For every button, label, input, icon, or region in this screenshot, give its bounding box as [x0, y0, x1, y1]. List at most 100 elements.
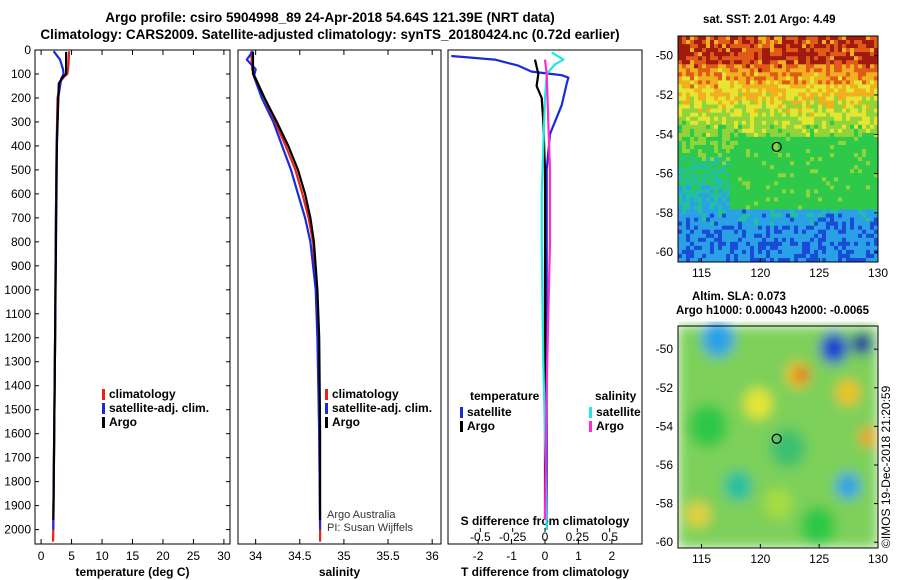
- salinity-x-tick-label: 35: [337, 549, 351, 563]
- temperature-x-tick-label: 15: [126, 549, 140, 563]
- longitude-tick-label: 120: [750, 552, 770, 566]
- depth-tick-label: 100: [11, 67, 31, 81]
- longitude-tick-label: 115: [692, 266, 711, 280]
- legend-title-salinity: salinity: [595, 389, 637, 403]
- top-tick-label: -0.5: [470, 530, 491, 544]
- depth-tick-label: 200: [11, 91, 31, 105]
- top-tick-label: 0.5: [601, 530, 618, 544]
- depth-tick-label: 1800: [4, 475, 31, 489]
- depth-tick-label: 1700: [4, 451, 31, 465]
- sst-field: [678, 36, 879, 263]
- latitude-tick-label: -60: [656, 535, 674, 549]
- latitude-tick-label: -52: [656, 381, 674, 395]
- top-tick-label: -0.25: [499, 530, 527, 544]
- top-axis-label: S difference from climatology: [461, 514, 630, 528]
- sla-field: [678, 321, 878, 548]
- longitude-tick-label: 115: [692, 552, 711, 566]
- argo-position-marker: [771, 141, 782, 152]
- legend-label: climatology: [109, 387, 176, 401]
- legend-swatch: [102, 403, 105, 414]
- salinity-x-tick-label: 34.5: [288, 549, 312, 563]
- depth-tick-label: 1000: [4, 283, 31, 297]
- sst-map-title: sat. SST: 2.01 Argo: 4.49: [703, 14, 836, 26]
- temperature-x-tick-label: 25: [187, 549, 201, 563]
- depth-tick-label: 600: [11, 187, 31, 201]
- legend-swatch: [589, 407, 592, 418]
- temperature-x-tick-label: 0: [38, 549, 45, 563]
- legend-label: satellite: [467, 405, 512, 419]
- depth-tick-label: 1300: [4, 355, 31, 369]
- differences-x-tick-label: -1: [506, 549, 517, 563]
- latitude-tick-label: -56: [656, 458, 674, 472]
- depth-tick-label: 1400: [4, 379, 31, 393]
- legend-swatch: [102, 417, 105, 428]
- longitude-tick-label: 125: [809, 552, 829, 566]
- temperature-x-axis-label: temperature (deg C): [75, 565, 189, 579]
- series-argo: [52, 51, 68, 521]
- longitude-tick-label: 130: [868, 552, 888, 566]
- panel-temperature: 0100200300400500600700800900100011001200…: [4, 43, 231, 579]
- legend-swatch: [102, 389, 105, 400]
- legend-label: satellite-adj. clim.: [109, 401, 209, 415]
- depth-tick-label: 1200: [4, 331, 31, 345]
- sla-map-title-line2: Argo h1000: 0.00043 h2000: -0.0065: [676, 305, 870, 317]
- longitude-tick-label: 120: [750, 266, 770, 280]
- credit-annotation: PI: Susan Wijffels: [327, 522, 413, 534]
- depth-tick-label: 500: [11, 163, 31, 177]
- differences-x-tick-label: 2: [609, 549, 616, 563]
- credit-annotation: Argo Australia: [327, 509, 396, 521]
- differences-x-tick-label: -2: [473, 549, 484, 563]
- depth-tick-label: 2000: [4, 523, 31, 537]
- latitude-tick-label: -58: [656, 497, 674, 511]
- salinity-x-axis-label: salinity: [319, 565, 361, 579]
- legend-label: Argo: [596, 419, 624, 433]
- salinity-x-tick-label: 35.5: [376, 549, 400, 563]
- depth-tick-label: 900: [11, 259, 31, 273]
- legend-swatch: [325, 417, 328, 428]
- legend-label: Argo: [332, 415, 360, 429]
- sla_map-frame: [677, 325, 879, 549]
- sla-map-title-line1: Altim. SLA: 0.073: [692, 291, 786, 303]
- depth-tick-label: 300: [11, 115, 31, 129]
- depth-tick-label: 1100: [5, 307, 31, 321]
- legend-swatch: [325, 403, 328, 414]
- legend-swatch: [460, 407, 463, 418]
- legend-title-temperature: temperature: [470, 389, 540, 403]
- salinity-x-tick-label: 36: [425, 549, 439, 563]
- temperature-x-tick-label: 30: [217, 549, 231, 563]
- map-sla_map: 115 120 125 130 -50 -52 -54 -56 -58 -60: [656, 321, 888, 566]
- temperature-x-tick-label: 5: [68, 549, 75, 563]
- longitude-tick-label: 125: [809, 266, 829, 280]
- depth-tick-label: 1900: [4, 499, 31, 513]
- depth-tick-label: 800: [11, 235, 31, 249]
- series-temperature-satellite: [451, 54, 570, 530]
- legend-label: Argo: [109, 415, 137, 429]
- latitude-tick-label: -54: [656, 127, 674, 141]
- differences-x-tick-label: 0: [542, 549, 549, 563]
- top-tick-label: 0: [542, 530, 549, 544]
- argo-position-marker: [771, 433, 782, 444]
- series-satellite-adj-clim-: [245, 50, 322, 530]
- latitude-tick-label: -60: [656, 245, 674, 259]
- series-salinity-satellite: [540, 51, 565, 530]
- differences-x-tick-label: 1: [575, 549, 582, 563]
- series-salinity-argo: [543, 59, 552, 521]
- legend-label: climatology: [332, 387, 399, 401]
- legend-label: satellite: [596, 405, 641, 419]
- latitude-tick-label: -56: [656, 167, 674, 181]
- legend-swatch: [460, 421, 463, 432]
- depth-tick-label: 0: [24, 43, 31, 57]
- temperature-x-tick-label: 20: [156, 549, 170, 563]
- imos-credit: ©IMOS 19-Dec-2018 21:20:59: [879, 385, 893, 548]
- panel-salinity: 34 34.5 35 35.5 36 salinity climatologysatelli…: [237, 49, 442, 579]
- series-argo: [251, 51, 322, 520]
- salinity-frame: [237, 49, 442, 545]
- latitude-tick-label: -50: [656, 342, 674, 356]
- legend-label: satellite-adj. clim.: [332, 401, 432, 415]
- temperature-frame: [34, 49, 231, 545]
- depth-tick-label: 1600: [4, 427, 31, 441]
- salinity-x-tick-label: 34: [249, 549, 263, 563]
- depth-tick-label: 700: [11, 211, 31, 225]
- latitude-tick-label: -52: [656, 88, 674, 102]
